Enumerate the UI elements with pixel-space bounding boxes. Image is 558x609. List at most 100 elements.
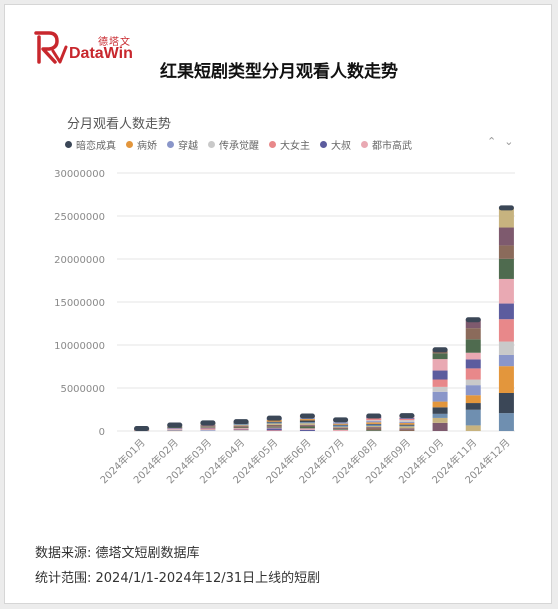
bar-segment[interactable] [233, 428, 249, 429]
bar-segment[interactable] [399, 421, 415, 424]
bar-segment[interactable] [498, 227, 514, 246]
bar-segment[interactable] [200, 426, 216, 427]
bar-segment[interactable] [465, 319, 481, 329]
bar-segment[interactable] [200, 428, 216, 430]
bar-segment[interactable] [366, 427, 382, 429]
bar-segment[interactable] [498, 413, 514, 431]
bar-segment[interactable] [399, 424, 415, 426]
bar-segment[interactable] [498, 392, 514, 414]
bar-segment[interactable] [233, 427, 249, 429]
bar-segment[interactable] [266, 426, 282, 428]
bar-segment[interactable] [266, 430, 282, 431]
bar-segment[interactable] [399, 418, 415, 421]
bar-stack[interactable] [498, 205, 514, 431]
bar-segment[interactable] [366, 424, 382, 427]
bar-segment[interactable] [266, 428, 282, 431]
bar-segment[interactable] [333, 422, 349, 424]
bar-segment[interactable] [200, 427, 216, 429]
bar-stack[interactable] [266, 415, 282, 431]
legend-item[interactable]: 穿越 [167, 137, 198, 152]
bar-segment[interactable] [333, 429, 349, 430]
bar-segment[interactable] [333, 427, 349, 429]
bar-segment[interactable] [333, 425, 349, 427]
bar-segment[interactable] [465, 328, 481, 340]
bar-segment[interactable] [200, 429, 216, 431]
bar-segment[interactable] [432, 353, 448, 360]
bar-segment[interactable] [299, 426, 315, 429]
chevron-down-icon[interactable]: ⌄ [504, 135, 514, 148]
bar-segment[interactable] [498, 303, 514, 320]
bar-segment[interactable] [498, 278, 514, 304]
bar-stack[interactable] [200, 420, 216, 431]
bar-segment[interactable] [366, 422, 382, 424]
bar-segment[interactable] [233, 423, 249, 425]
bar-segment[interactable] [432, 417, 448, 423]
bar-stack[interactable] [399, 413, 415, 431]
bar-segment[interactable] [498, 366, 514, 393]
bar-segment[interactable] [266, 425, 282, 427]
bar-segment[interactable] [366, 420, 382, 422]
legend-item[interactable]: 大女主 [269, 137, 310, 152]
bar-segment[interactable] [399, 417, 415, 419]
bar-stack[interactable] [167, 422, 183, 432]
bar-segment[interactable] [399, 423, 415, 425]
bar-segment[interactable] [233, 429, 249, 431]
bar-segment[interactable] [465, 359, 481, 369]
bar-segment[interactable] [200, 430, 216, 431]
bar-stack[interactable] [333, 417, 349, 431]
bar-stack[interactable] [134, 425, 150, 432]
bar-segment[interactable] [465, 339, 481, 353]
legend-item[interactable]: 大叔 [320, 137, 351, 152]
bar-segment[interactable] [432, 391, 448, 402]
bar-segment[interactable] [399, 428, 415, 430]
bar-stack[interactable] [366, 413, 382, 431]
bar-segment[interactable] [465, 395, 481, 404]
bar-stack[interactable] [299, 413, 315, 431]
bar-segment[interactable] [333, 428, 349, 430]
bar-segment[interactable] [333, 429, 349, 431]
legend-item[interactable]: 暗恋成真 [65, 137, 116, 152]
bar-segment[interactable] [366, 421, 382, 423]
bar-segment[interactable] [432, 379, 448, 387]
bar-segment[interactable] [333, 423, 349, 425]
bar-segment[interactable] [432, 407, 448, 414]
bar-segment[interactable] [200, 425, 216, 427]
bar-segment[interactable] [299, 419, 315, 421]
bar-segment[interactable] [432, 370, 448, 380]
bar-segment[interactable] [465, 403, 481, 410]
bar-segment[interactable] [266, 427, 282, 429]
bar-segment[interactable] [233, 424, 249, 426]
bar-segment[interactable] [432, 413, 448, 418]
bar-stack[interactable] [432, 347, 448, 431]
bar-segment[interactable] [498, 258, 514, 279]
bar-segment[interactable] [299, 428, 315, 430]
bar-segment[interactable] [233, 426, 249, 428]
bar-segment[interactable] [498, 245, 514, 259]
bar-segment[interactable] [167, 428, 183, 429]
bar-segment[interactable] [200, 426, 216, 428]
bar-segment[interactable] [399, 426, 415, 429]
bar-segment[interactable] [432, 401, 448, 408]
legend-item[interactable]: 病娇 [126, 137, 157, 152]
bar-segment[interactable] [299, 422, 315, 424]
bar-segment[interactable] [432, 422, 448, 431]
bar-segment[interactable] [266, 423, 282, 425]
bar-stack[interactable] [233, 419, 249, 431]
bar-segment[interactable] [333, 424, 349, 426]
bar-segment[interactable] [498, 341, 514, 355]
bar-segment[interactable] [366, 418, 382, 421]
bar-segment[interactable] [465, 352, 481, 360]
bar-segment[interactable] [465, 409, 481, 426]
chevron-up-icon[interactable]: ⌃ [487, 135, 497, 148]
bar-segment[interactable] [233, 425, 249, 427]
bar-segment[interactable] [498, 207, 514, 228]
bar-segment[interactable] [465, 385, 481, 396]
bar-segment[interactable] [299, 423, 315, 425]
bar-segment[interactable] [266, 421, 282, 423]
bar-segment[interactable] [498, 354, 514, 367]
bar-segment[interactable] [366, 426, 382, 428]
bar-segment[interactable] [299, 424, 315, 426]
bar-segment[interactable] [299, 425, 315, 427]
bar-segment[interactable] [233, 430, 249, 431]
bar-segment[interactable] [432, 386, 448, 392]
